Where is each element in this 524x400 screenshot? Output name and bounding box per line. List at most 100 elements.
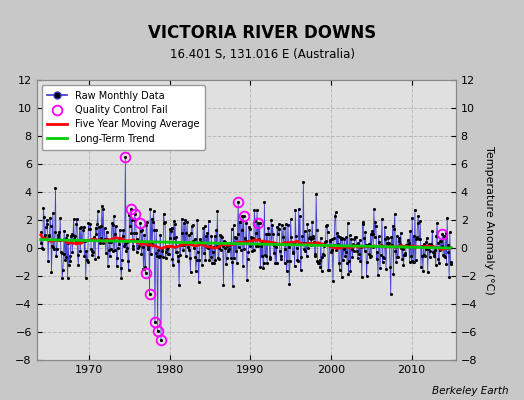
Point	[299, 178, 308, 185]
Point	[291, 207, 300, 213]
Point	[362, 242, 370, 248]
Point	[231, 234, 239, 240]
Point	[209, 249, 217, 256]
Point	[277, 252, 286, 259]
Point	[310, 239, 318, 245]
Point	[188, 223, 196, 230]
Point	[149, 208, 158, 214]
Point	[265, 230, 274, 237]
Point	[40, 235, 49, 241]
Point	[198, 262, 206, 268]
Point	[214, 254, 222, 261]
Point	[319, 252, 328, 258]
Point	[272, 260, 281, 266]
Point	[168, 256, 177, 262]
Point	[185, 255, 194, 261]
Point	[48, 243, 56, 249]
Point	[201, 257, 210, 264]
Point	[285, 281, 293, 287]
Point	[70, 215, 78, 222]
Point	[288, 250, 297, 257]
Point	[292, 245, 301, 251]
Point	[309, 233, 317, 239]
Point	[414, 235, 423, 242]
Point	[307, 236, 315, 242]
Point	[177, 242, 185, 248]
Point	[243, 277, 251, 284]
Point	[292, 232, 300, 239]
Point	[342, 248, 350, 255]
Point	[350, 236, 358, 242]
Point	[216, 232, 224, 239]
Point	[219, 281, 227, 288]
Point	[190, 236, 199, 242]
Point	[392, 233, 401, 239]
Point	[434, 256, 443, 262]
Point	[66, 253, 74, 259]
Point	[131, 217, 139, 224]
Point	[118, 257, 126, 263]
Point	[304, 235, 313, 241]
Point	[337, 274, 346, 280]
Point	[37, 229, 46, 235]
Point	[351, 234, 359, 240]
Point	[242, 219, 250, 226]
Point	[156, 252, 164, 259]
Point	[233, 231, 242, 238]
Point	[314, 260, 323, 266]
Point	[221, 245, 230, 251]
Point	[194, 249, 202, 255]
Point	[381, 235, 389, 242]
Point	[313, 227, 321, 233]
Point	[249, 247, 258, 254]
Point	[137, 228, 145, 235]
Point	[56, 237, 64, 243]
Point	[111, 246, 119, 253]
Point	[193, 216, 201, 223]
Point	[396, 241, 405, 247]
Point	[421, 252, 429, 259]
Text: Berkeley Earth: Berkeley Earth	[432, 386, 508, 396]
Point	[40, 214, 48, 220]
Point	[359, 234, 368, 241]
Point	[297, 267, 305, 274]
Point	[43, 220, 52, 227]
Point	[368, 231, 377, 238]
Point	[282, 267, 291, 274]
Point	[383, 240, 391, 246]
Point	[79, 226, 87, 233]
Point	[293, 256, 301, 263]
Point	[311, 252, 319, 259]
Point	[102, 250, 110, 256]
Point	[369, 244, 377, 250]
Point	[132, 230, 140, 236]
Point	[241, 234, 249, 241]
Point	[197, 239, 205, 245]
Point	[87, 246, 95, 252]
Point	[437, 238, 445, 244]
Point	[279, 240, 288, 246]
Point	[116, 264, 125, 271]
Point	[73, 252, 82, 258]
Point	[406, 259, 414, 266]
Point	[250, 206, 258, 213]
Point	[240, 246, 248, 252]
Point	[168, 224, 176, 231]
Point	[93, 221, 101, 228]
Point	[136, 220, 144, 226]
Point	[270, 242, 279, 248]
Point	[433, 220, 441, 226]
Point	[228, 282, 237, 289]
Point	[46, 215, 54, 221]
Point	[121, 240, 129, 247]
Point	[90, 237, 99, 243]
Point	[275, 221, 283, 227]
Point	[127, 229, 136, 236]
Point	[378, 259, 387, 266]
Point	[82, 274, 90, 281]
Legend: Raw Monthly Data, Quality Control Fail, Five Year Moving Average, Long-Term Tren: Raw Monthly Data, Quality Control Fail, …	[41, 85, 205, 150]
Point	[182, 253, 190, 260]
Point	[52, 253, 60, 260]
Point	[295, 240, 303, 247]
Point	[106, 253, 114, 259]
